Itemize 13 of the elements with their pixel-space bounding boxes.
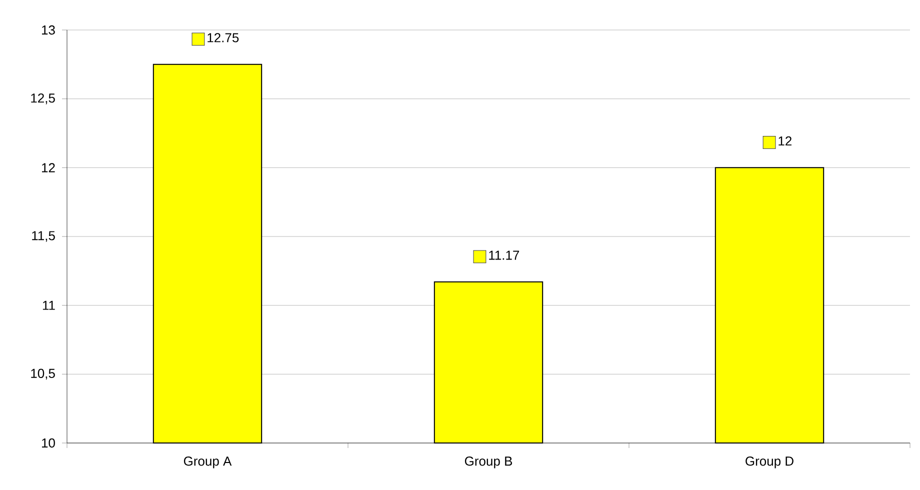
y-tick-label: 11,5 [32,231,55,242]
data-label: 12.75 [208,33,239,42]
x-tick-label: Group D [746,456,794,468]
data-label: 12 [778,136,792,146]
y-tick-label: 12,5 [31,93,55,104]
y-tick-label: 12 [42,163,55,172]
x-tick-label: Group B [464,456,512,468]
y-tick-label: 10 [42,438,55,448]
y-tick-label: 13 [42,25,55,35]
x-tick-label: Group A [184,456,232,468]
data-label: 11.17 [489,250,520,260]
y-tick-label: 11 [42,300,55,310]
y-tick-label: 10,5 [31,368,55,380]
